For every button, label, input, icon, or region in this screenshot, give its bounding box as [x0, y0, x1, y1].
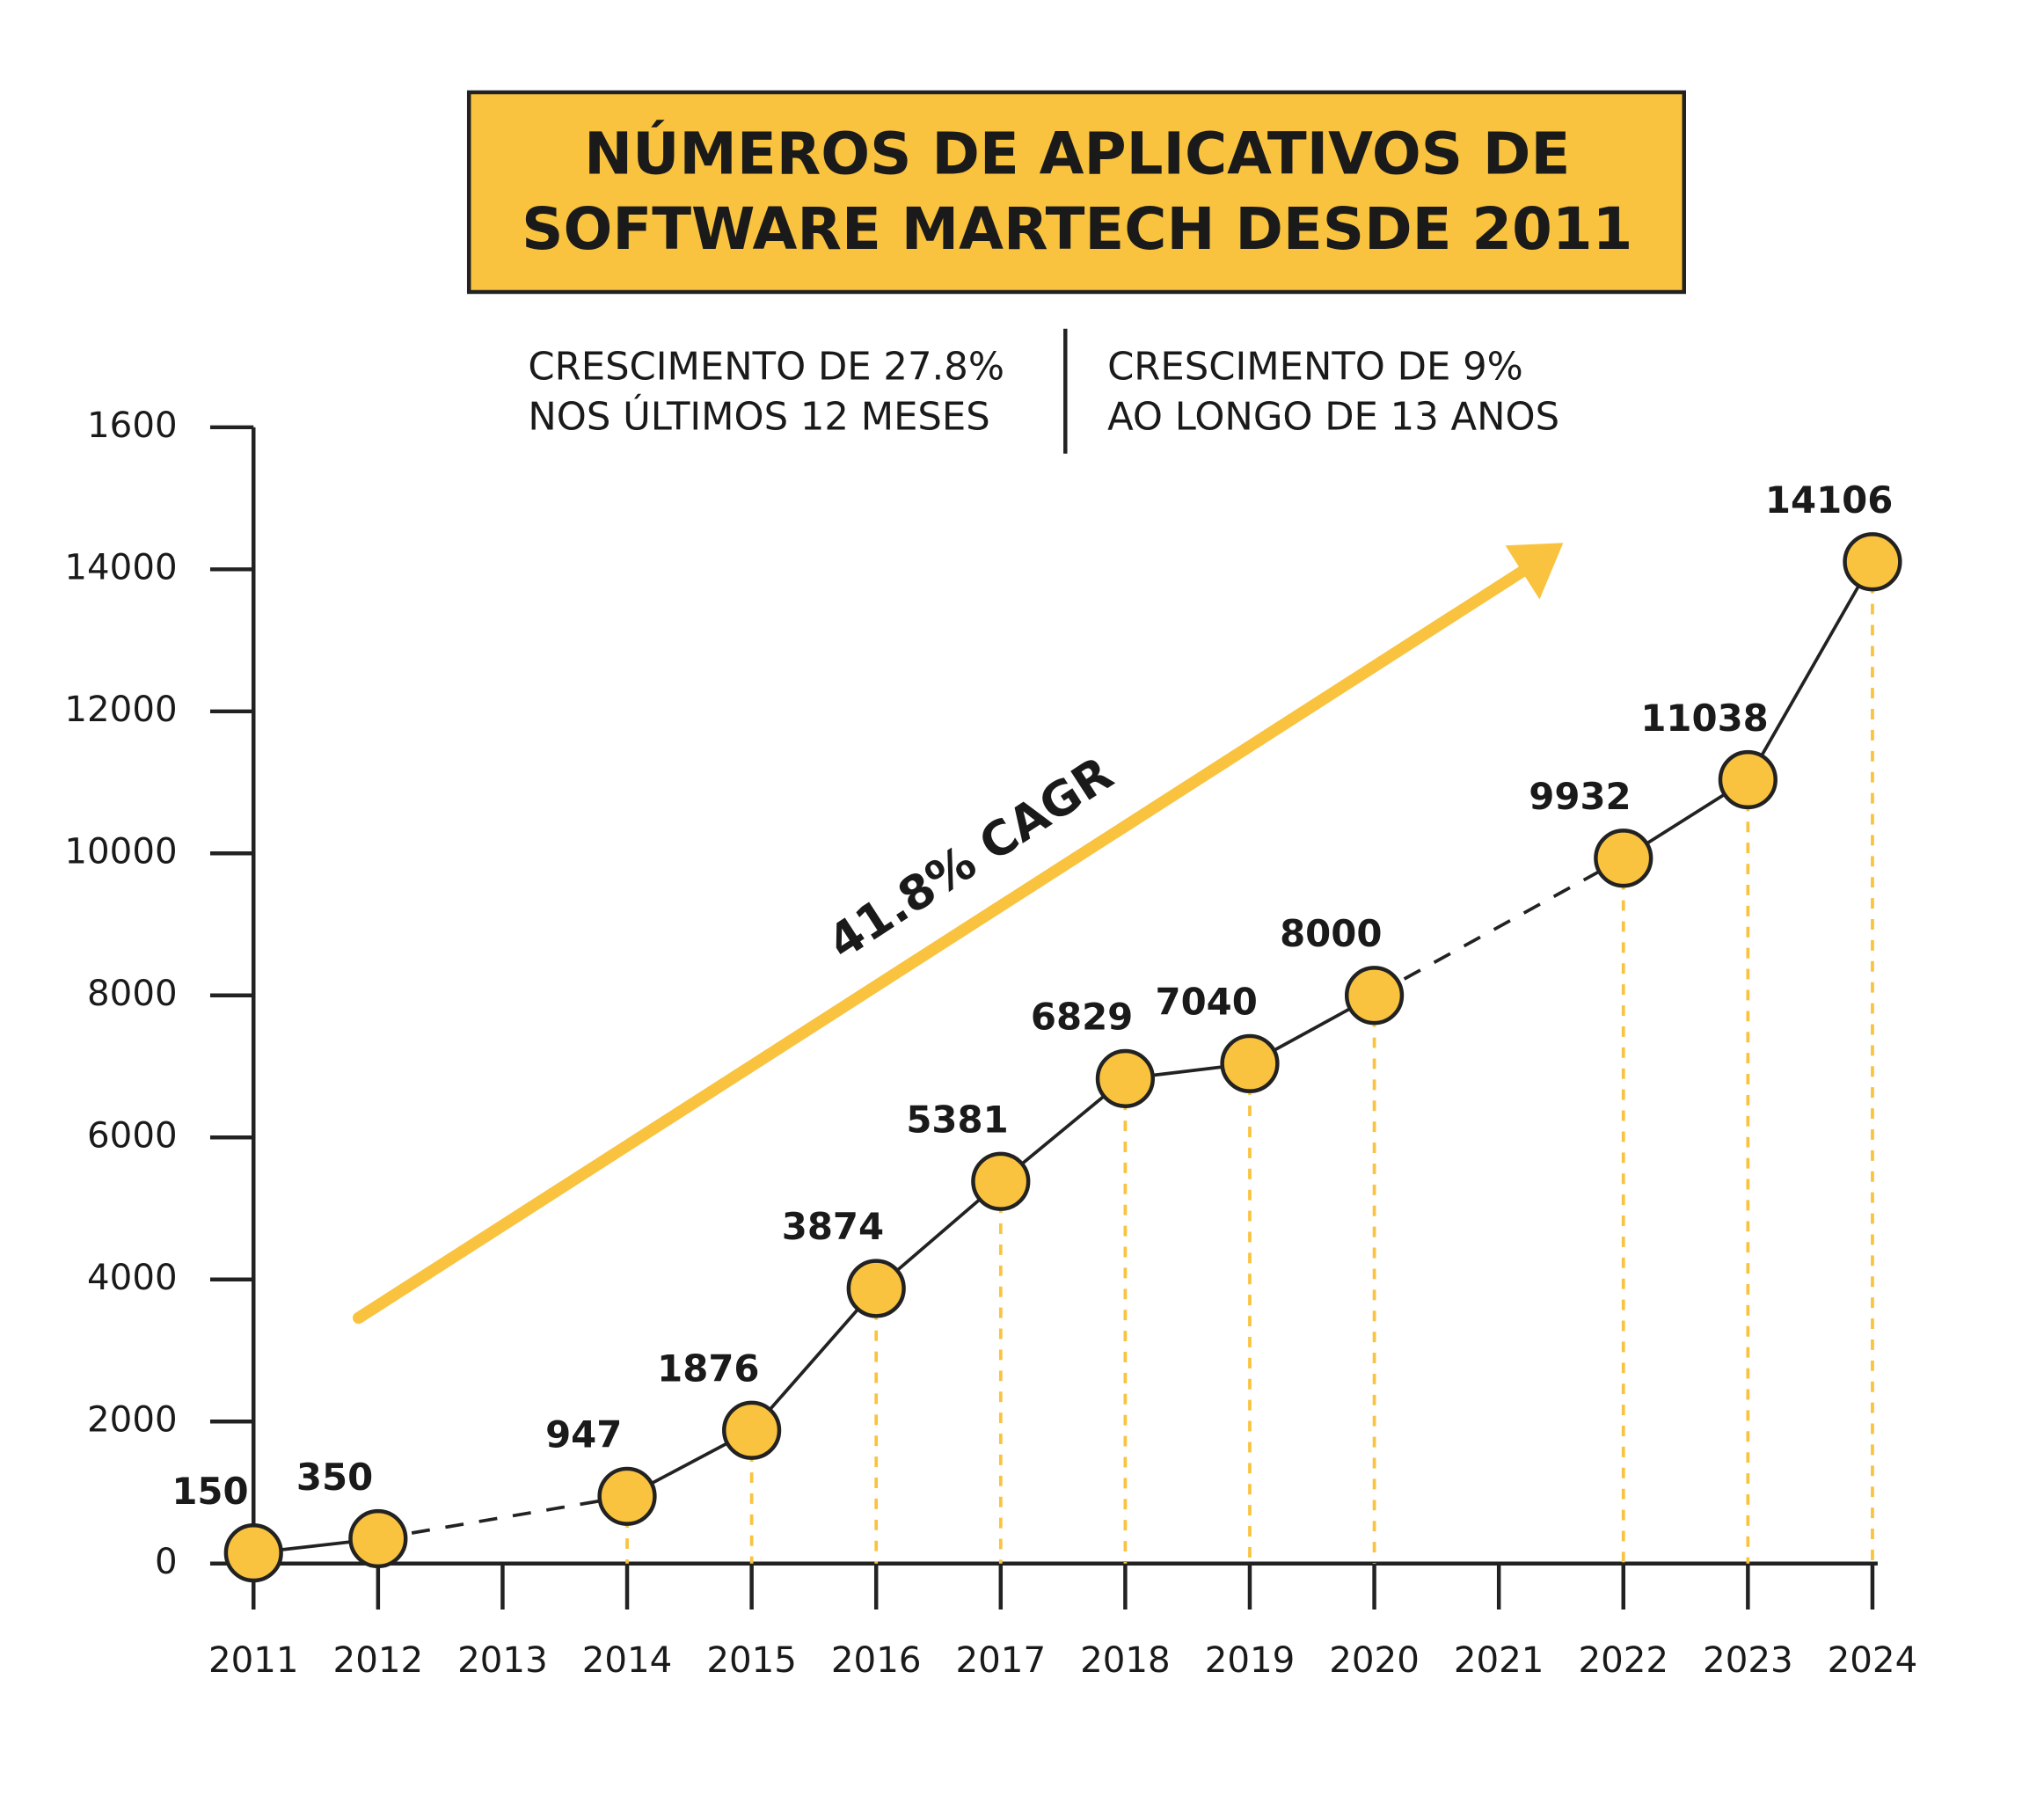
value-label: 8000 [1280, 912, 1382, 955]
value-label: 5381 [906, 1099, 1008, 1142]
annotation: NOS ÚLTIMOS 12 MESES [528, 394, 989, 439]
y-tick-label: 10000 [64, 830, 177, 872]
chart-title: NÚMEROS DE APLICATIVOS DE [584, 120, 1570, 188]
x-tick-label: 2022 [1578, 1639, 1668, 1681]
y-tick-label: 8000 [87, 973, 178, 1014]
value-label: 14106 [1765, 478, 1893, 522]
x-tick-label: 2017 [956, 1639, 1047, 1681]
value-label: 7040 [1156, 981, 1258, 1024]
value-label: 11038 [1640, 697, 1768, 740]
arrow-head [1505, 543, 1564, 600]
annotation: AO LONGO DE 13 ANOS [1107, 395, 1559, 439]
y-tick-label: 0 [155, 1541, 178, 1582]
value-label: 150 [172, 1470, 248, 1513]
point [1220, 1033, 1280, 1093]
point [597, 1466, 657, 1526]
x-tick-label: 2020 [1329, 1639, 1420, 1681]
point [1843, 532, 1902, 592]
value-label: 1876 [657, 1347, 759, 1391]
line [253, 560, 1874, 1555]
x-tick-label: 2023 [1703, 1639, 1793, 1681]
value-label: 3874 [782, 1205, 884, 1248]
y-tick-label: 14000 [64, 546, 177, 588]
x-tick-label: 2013 [457, 1639, 548, 1681]
x-tick-label: 2024 [1828, 1639, 1918, 1681]
x-tick-label: 2014 [582, 1639, 673, 1681]
point [971, 1151, 1031, 1211]
gap-connector [377, 1494, 628, 1541]
annotation: CRESCIMENTO DE 9% [1107, 346, 1523, 390]
y-tick-label: 6000 [87, 1114, 178, 1156]
value-label: 6829 [1031, 996, 1133, 1039]
point [348, 1508, 408, 1569]
x-tick-label: 2015 [706, 1639, 797, 1681]
value-label: 350 [296, 1456, 373, 1499]
x-tick-label: 2012 [333, 1639, 424, 1681]
value-label: 947 [545, 1413, 622, 1456]
chart-title: SOFTWARE MARTECH DESDE 2011 [522, 196, 1632, 263]
x-tick-label: 2011 [208, 1639, 299, 1681]
x-tick-label: 2019 [1205, 1639, 1296, 1681]
y-tick-label: 12000 [64, 689, 177, 730]
y-tick-label: 4000 [87, 1257, 178, 1298]
point [1344, 966, 1405, 1026]
y-tick-label: 2000 [87, 1398, 178, 1440]
point [1594, 829, 1653, 888]
point [722, 1400, 782, 1460]
x-tick-label: 2021 [1454, 1639, 1544, 1681]
value-label: 9932 [1529, 775, 1631, 818]
x-tick-label: 2018 [1080, 1639, 1171, 1681]
annotation: CRESCIMENTO DE 27.8% [528, 346, 1004, 390]
gap-connector [1373, 857, 1624, 997]
point [1095, 1048, 1156, 1108]
point [1718, 749, 1778, 810]
point [223, 1523, 283, 1583]
y-tick-label: 1600 [87, 405, 178, 446]
trend-arrow [353, 564, 1530, 1325]
title-box [466, 90, 1687, 295]
point [846, 1259, 906, 1318]
x-tick-label: 2016 [831, 1639, 922, 1681]
